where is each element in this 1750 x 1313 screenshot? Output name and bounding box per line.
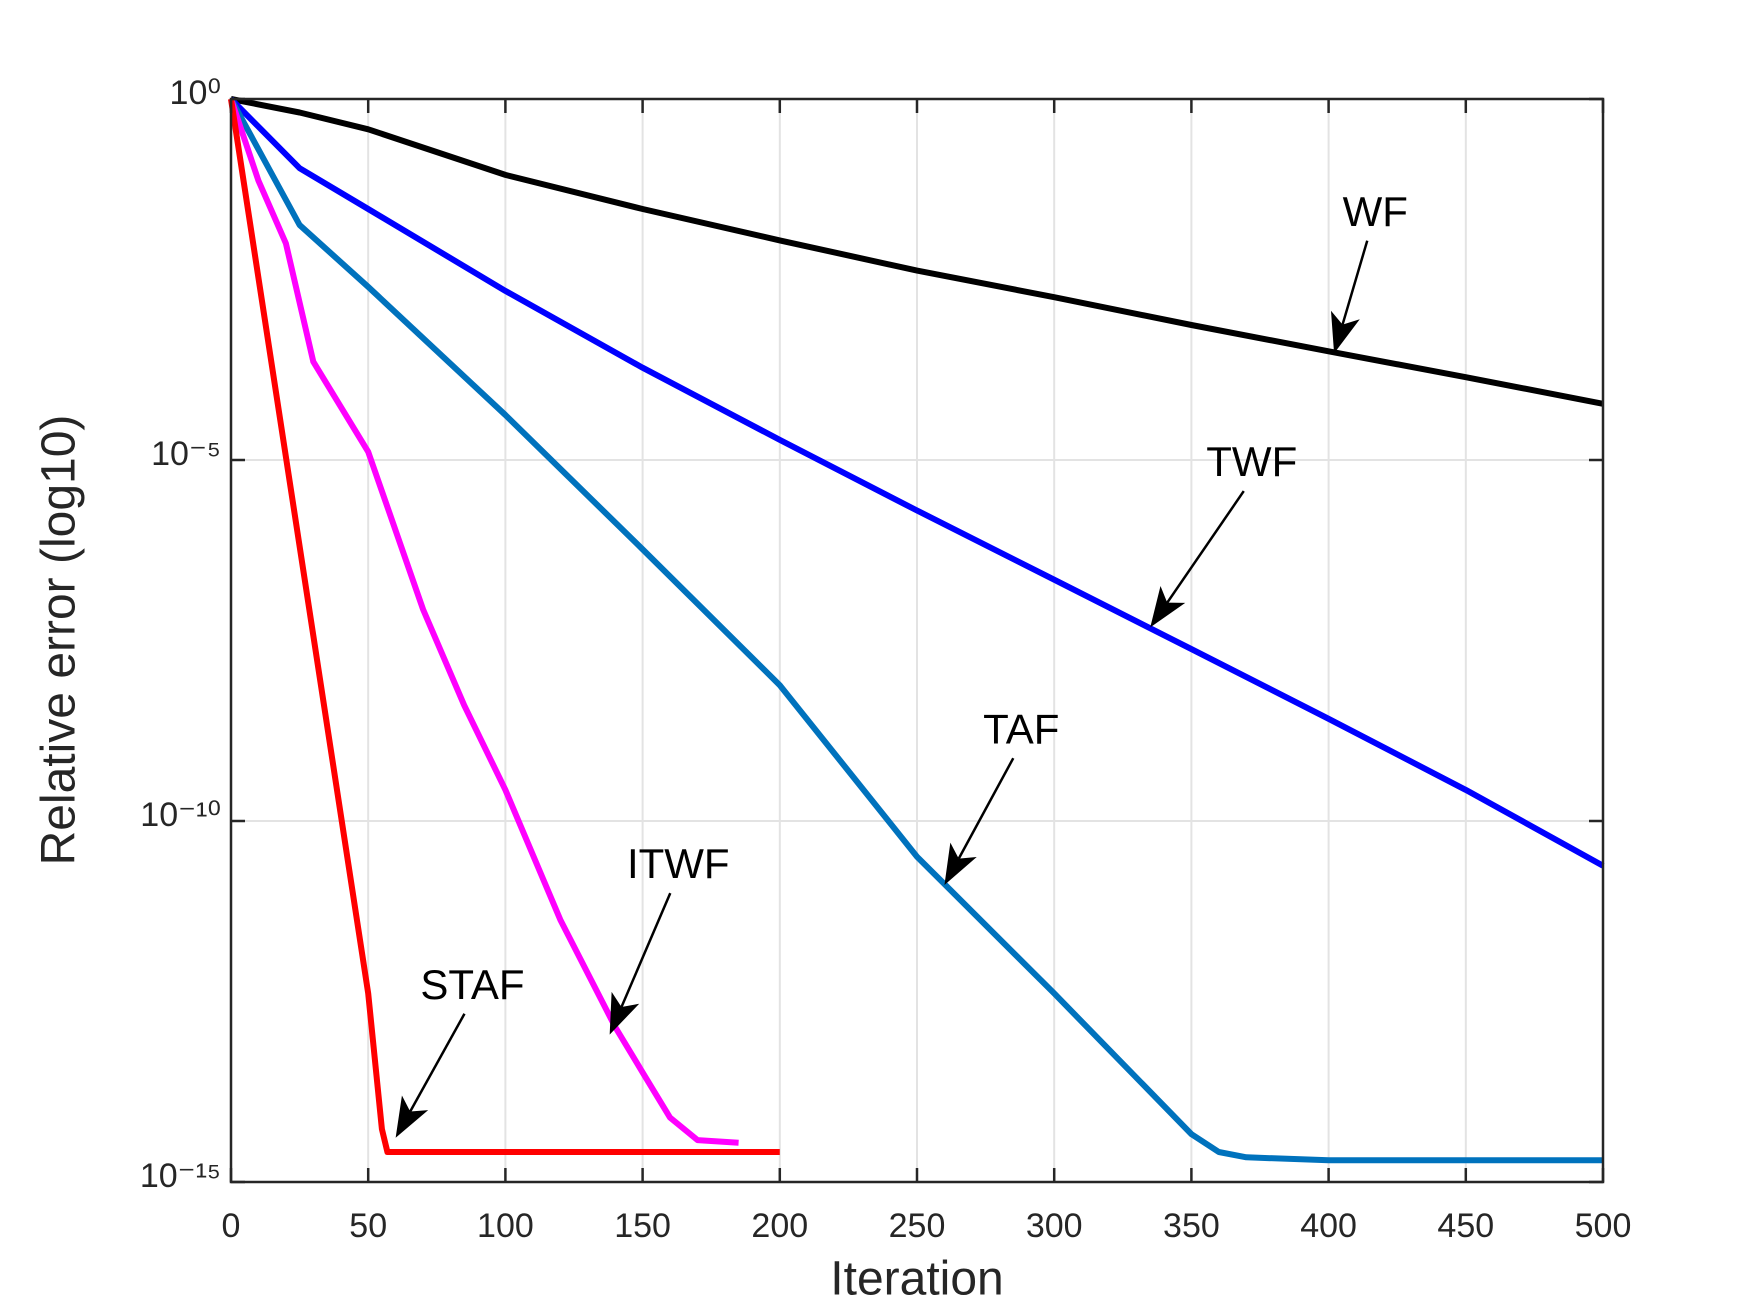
- x-tick-label: 350: [1163, 1207, 1220, 1245]
- data-line: [228, 96, 1605, 869]
- x-tick-label: 100: [477, 1207, 534, 1245]
- annotation-text: TWF: [1206, 438, 1297, 485]
- x-tick-label: 300: [1026, 1207, 1083, 1245]
- x-tick-label: 150: [614, 1207, 671, 1245]
- x-axis-label: Iteration: [830, 1253, 1003, 1306]
- annotation-arrowhead: [1330, 310, 1360, 354]
- annotation-arrowhead: [395, 1095, 429, 1138]
- x-tick-label: 0: [222, 1207, 241, 1245]
- annotation-arrow: [957, 757, 1015, 860]
- annotation-text: ITWF: [627, 840, 730, 887]
- data-line: [230, 96, 1604, 407]
- y-tick-label: 10⁻⁵: [151, 435, 221, 473]
- x-tick-label: 200: [751, 1207, 808, 1245]
- x-tick-label: 50: [349, 1207, 387, 1245]
- annotation-arrowhead: [944, 842, 977, 885]
- annotation-arrow: [620, 892, 672, 1008]
- annotation-arrow: [1341, 240, 1369, 325]
- annotation-arrow: [1166, 490, 1245, 604]
- annotation-arrow: [409, 1013, 466, 1113]
- y-tick-label: 10⁻¹⁵: [140, 1157, 221, 1195]
- data-line: [228, 98, 780, 1155]
- annotation-text: STAF: [420, 961, 524, 1008]
- x-tick-label: 450: [1437, 1207, 1494, 1245]
- annotation-arrowhead: [1150, 585, 1186, 628]
- data-line: [228, 98, 739, 1146]
- x-tick-label: 250: [889, 1207, 946, 1245]
- annotation-text: WF: [1343, 188, 1408, 235]
- y-tick-label: 10⁰: [170, 74, 221, 112]
- annotation-text: TAF: [983, 705, 1059, 752]
- x-tick-label: 400: [1300, 1207, 1357, 1245]
- y-tick-label: 10⁻¹⁰: [140, 796, 221, 834]
- y-axis-label: Relative error (log10): [33, 415, 86, 866]
- annotation-arrowhead: [609, 991, 640, 1035]
- x-tick-label: 500: [1575, 1207, 1632, 1245]
- data-line: [228, 97, 1603, 1164]
